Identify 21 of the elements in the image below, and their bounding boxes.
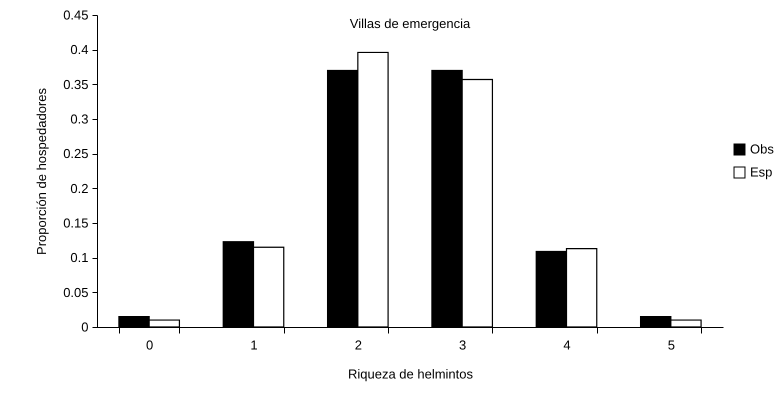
y-tick-label: 0.05 [63, 284, 88, 300]
y-tick-label: 0.45 [63, 8, 88, 22]
chart-title: Villas de emergencia [350, 16, 471, 31]
legend-label: Esp [750, 164, 772, 180]
x-tick-label: 4 [563, 338, 571, 352]
y-tick-label: 0.1 [70, 250, 88, 266]
x-axis-title: Riqueza de helmintos [348, 366, 474, 382]
y-tick-label: 0.15 [63, 216, 88, 230]
y-tick-label: 0.3 [70, 112, 88, 126]
y-tick-label: 0.2 [70, 180, 88, 196]
y-tick-label: 0.35 [63, 76, 88, 92]
x-tick-label: 0 [146, 338, 154, 352]
y-tick-label: 0.25 [63, 146, 88, 162]
y-axis-title: Proporción de hospedadores [34, 88, 50, 255]
x-tick-label: 2 [354, 338, 362, 352]
y-tick-label: 0.4 [70, 42, 88, 58]
legend-label: Obs [750, 142, 774, 156]
x-tick-label: 5 [668, 338, 675, 352]
y-tick-label: 0 [81, 320, 88, 334]
x-tick-label: 1 [250, 338, 258, 352]
x-tick-label: 3 [459, 338, 466, 352]
